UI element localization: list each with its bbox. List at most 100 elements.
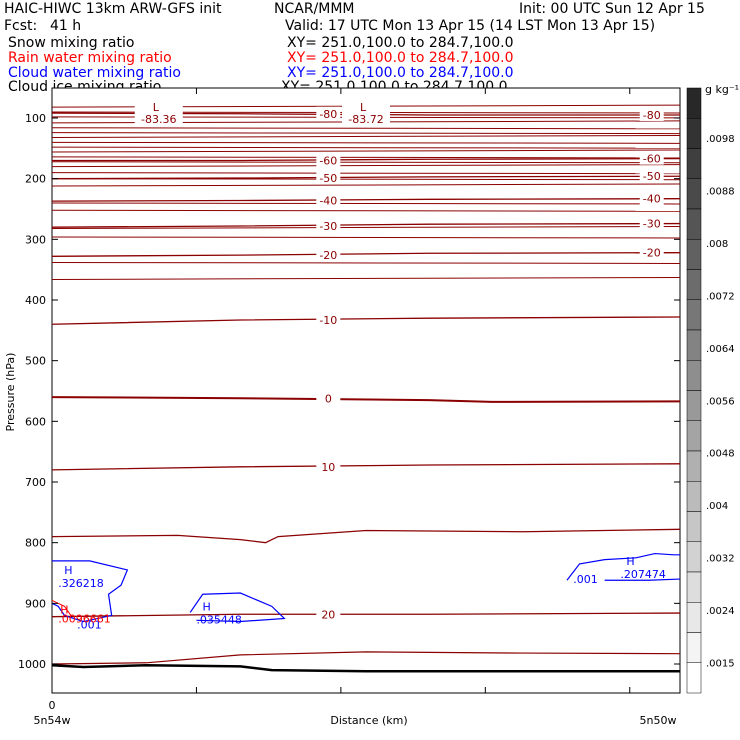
terrain-line	[51, 663, 680, 673]
temperature-contour-minor	[51, 149, 681, 153]
y-tick-label: 800	[25, 537, 46, 550]
contour-label: -10	[319, 314, 337, 327]
colorbar-segment	[686, 360, 702, 391]
cloud-max-letter: H	[202, 601, 210, 614]
colorbar-segment	[686, 662, 702, 694]
y-tick-label: 900	[25, 597, 46, 610]
contour-label: -50	[319, 172, 337, 185]
contour-label-bg	[316, 313, 341, 327]
temperature-contour-minor	[51, 156, 681, 159]
colorbar-tick-label: .0064	[706, 344, 735, 355]
temperature-contour-minor	[51, 183, 681, 187]
rain-water-contour	[51, 599, 72, 616]
field-snow-name: Snow mixing ratio	[8, 35, 135, 51]
contour-label: -40	[643, 193, 661, 206]
contour-value-label: .001	[77, 619, 102, 632]
contour-label-bg	[639, 107, 664, 121]
cloud-water-contour	[566, 552, 680, 581]
field-snow-xy: XY= 251.0,100.0 to 284.7,100.0	[287, 35, 514, 51]
cloud-max-value: .207474	[620, 568, 666, 581]
contour-label: 20	[321, 608, 335, 621]
min-label-value: -83.36	[141, 113, 176, 126]
temperature-contour-minor	[51, 236, 681, 239]
x-right-end-label: 5n50w	[640, 714, 677, 727]
contour-label: -20	[319, 249, 337, 262]
temperature-contour	[51, 396, 681, 403]
contour-label: -40	[319, 195, 337, 208]
contour-label: -30	[643, 218, 661, 231]
x-left-end-label: 5n54w	[34, 714, 71, 727]
colorbar-segment	[686, 148, 702, 179]
fcst-value: 41 h	[50, 18, 82, 34]
temperature-contour-low	[51, 651, 681, 665]
colorbar-tick-label: .0048	[706, 449, 735, 460]
y-tick-label: 200	[25, 173, 46, 186]
cloud-max-value: .035448	[196, 614, 242, 627]
x-tick-label-0: 0	[49, 699, 56, 712]
temperature-contour-minor	[51, 209, 681, 212]
cloud-water-contour	[189, 592, 286, 623]
fcst-label: Fcst:	[4, 18, 38, 34]
colorbar-segment	[686, 299, 702, 331]
colorbar-segment	[686, 329, 702, 361]
field-cloudwater-xy: XY= 251.0,100.0 to 284.7,100.0	[287, 65, 514, 81]
colorbar-tick-label: .0015	[706, 659, 735, 670]
temperature-contour-minor	[51, 134, 681, 138]
field-cloudwater-name: Cloud water mixing ratio	[8, 65, 181, 81]
colorbar-tick-label: .0098	[706, 134, 735, 145]
contour-label: -80	[319, 108, 337, 121]
cloud-max-value: .326218	[58, 577, 104, 590]
center-label: NCAR/MMM	[274, 1, 355, 17]
contour-label: -20	[643, 247, 661, 260]
contour-label: 10	[321, 461, 335, 474]
cloud-max-letter: H	[64, 564, 72, 577]
y-tick-label: 700	[25, 476, 46, 489]
cloud-max-letter: H	[626, 555, 634, 568]
colorbar-segment	[686, 481, 702, 512]
min-label-letter: L	[360, 101, 367, 114]
temperature-contour-minor	[51, 261, 681, 264]
contour-label: -60	[319, 154, 337, 167]
x-axis-title: Distance (km)	[330, 714, 407, 727]
colorbar-segment	[686, 87, 702, 119]
contour-label-bg	[316, 607, 341, 621]
y-tick-label: 600	[25, 415, 46, 428]
temperature-contour-minor	[51, 276, 681, 280]
colorbar-unit: g kg⁻¹	[705, 83, 739, 96]
model-title: HAIC-HIWC 13km ARW-GFS init	[4, 1, 222, 17]
y-axis-title: Pressure (hPa)	[4, 353, 17, 432]
contour-label: -60	[643, 153, 661, 166]
contour-label-bg	[639, 151, 664, 165]
valid-time: Valid: 17 UTC Mon 13 Apr 15 (14 LST Mon …	[285, 18, 656, 34]
contour-label: -30	[319, 220, 337, 233]
contour-label-bg	[316, 106, 341, 120]
temperature-contour-minor	[51, 161, 681, 164]
y-tick-label: 1000	[18, 658, 46, 671]
contour-label-bg	[639, 245, 664, 259]
cloud-water-contour	[51, 560, 129, 623]
colorbar-segment	[686, 269, 702, 300]
temperature-contour-minor	[51, 202, 681, 205]
y-tick-label: 500	[25, 355, 46, 368]
contour-label-bg	[316, 218, 341, 232]
colorbar-segment	[686, 450, 702, 482]
colorbar-segment	[686, 420, 702, 452]
colorbar-tick-label: .0072	[706, 291, 735, 302]
field-rain-name: Rain water mixing ratio	[8, 50, 172, 66]
contour-label-bg	[316, 193, 341, 207]
contour-label-bg	[316, 248, 341, 262]
contour-value-label: .001	[573, 573, 598, 586]
temperature-contour-minor	[51, 225, 681, 229]
colorbar-segment	[686, 239, 702, 270]
colorbar-tick-label: .0024	[706, 606, 735, 617]
colorbar-tick-label: .008	[706, 239, 728, 250]
colorbar-segment	[686, 571, 702, 603]
rain-max-letter: H	[60, 603, 68, 616]
min-label-bg	[342, 98, 390, 124]
contour-label-bg	[639, 216, 664, 230]
colorbar-segment	[686, 602, 702, 633]
contour-label-bg	[639, 191, 664, 205]
colorbar-tick-label: .0056	[706, 396, 735, 407]
contour-label-bg	[316, 153, 341, 167]
